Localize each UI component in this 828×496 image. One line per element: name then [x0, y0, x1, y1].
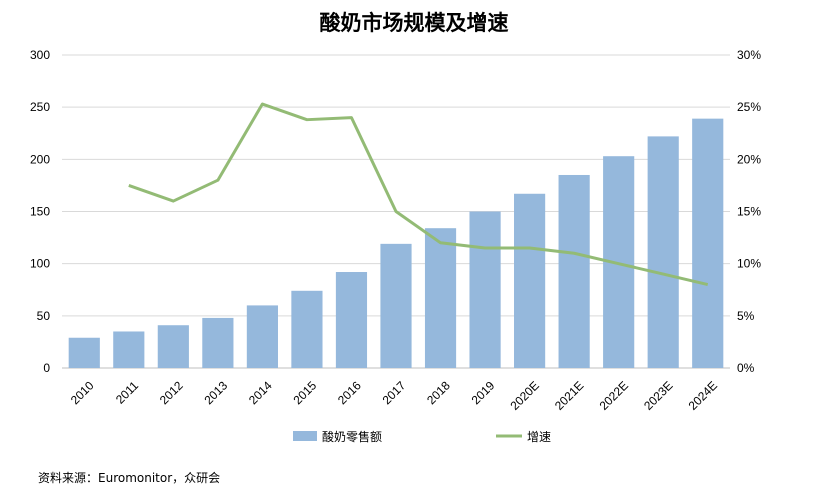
legend-label-bar: 酸奶零售额: [322, 429, 382, 444]
x-tick-label: 2011: [113, 378, 141, 406]
bar: [113, 331, 145, 368]
bar-series: [68, 118, 724, 368]
bar: [558, 174, 590, 368]
legend-label-line: 增速: [527, 430, 551, 444]
growth-line: [128, 102, 709, 286]
x-tick-label: 2023E: [641, 378, 675, 412]
y-right-tick-label: 0%: [737, 361, 755, 375]
bar: [246, 305, 278, 368]
bar: [335, 272, 368, 368]
x-tick-label: 2021E: [552, 378, 586, 412]
line-series: [128, 102, 709, 286]
chart-title: 酸奶市场规模及增速: [320, 11, 509, 35]
x-tick-label: 2022E: [597, 378, 631, 412]
x-tick-label: 2024E: [686, 378, 720, 412]
bar: [514, 193, 546, 368]
bar: [291, 290, 323, 368]
bar: [380, 243, 412, 368]
x-tick-label: 2012: [157, 378, 186, 407]
x-tick-label: 2014: [246, 378, 275, 407]
x-tick-label: 2013: [201, 378, 230, 407]
y-right-tick-label: 15%: [737, 205, 761, 219]
y-left-tick-label: 100: [30, 257, 50, 271]
bar: [424, 228, 457, 368]
legend-swatch-bar: [293, 431, 317, 441]
y-right-tick-label: 30%: [737, 48, 761, 62]
y-left-tick-label: 0: [43, 361, 50, 375]
left-axis-ticks: 0 50 100 150 200 250 300: [30, 48, 50, 375]
bar: [692, 118, 724, 368]
bar: [157, 325, 189, 368]
y-left-tick-label: 250: [30, 100, 50, 114]
x-tick-label: 2018: [424, 378, 453, 407]
y-left-tick-label: 200: [30, 152, 50, 166]
x-tick-label: 2017: [380, 378, 409, 407]
x-tick-label: 2020E: [508, 378, 542, 412]
bar: [202, 317, 234, 368]
bar: [647, 136, 679, 368]
x-tick-label: 2015: [290, 378, 319, 407]
x-tick-label: 2019: [469, 378, 498, 407]
legend: 酸奶零售额 增速: [293, 429, 551, 444]
right-axis-ticks: 0% 5% 10% 15% 20% 25% 30%: [737, 48, 761, 375]
x-tick-label: 2010: [68, 378, 97, 407]
y-left-tick-label: 50: [37, 309, 51, 323]
y-right-tick-label: 20%: [737, 152, 761, 166]
y-right-tick-label: 10%: [737, 257, 761, 271]
y-right-tick-label: 25%: [737, 100, 761, 114]
bar: [469, 211, 501, 368]
y-left-tick-label: 150: [30, 205, 50, 219]
y-left-tick-label: 300: [30, 48, 50, 62]
bar: [68, 337, 100, 368]
x-axis-ticks: 2010 2011 2012 2013 2014 2015 2016 2017 2018 2019…: [68, 378, 720, 413]
y-right-tick-label: 5%: [737, 309, 755, 323]
source-note: 资料来源：Euromonitor，众研会: [38, 471, 220, 485]
x-tick-label: 2016: [335, 378, 364, 407]
